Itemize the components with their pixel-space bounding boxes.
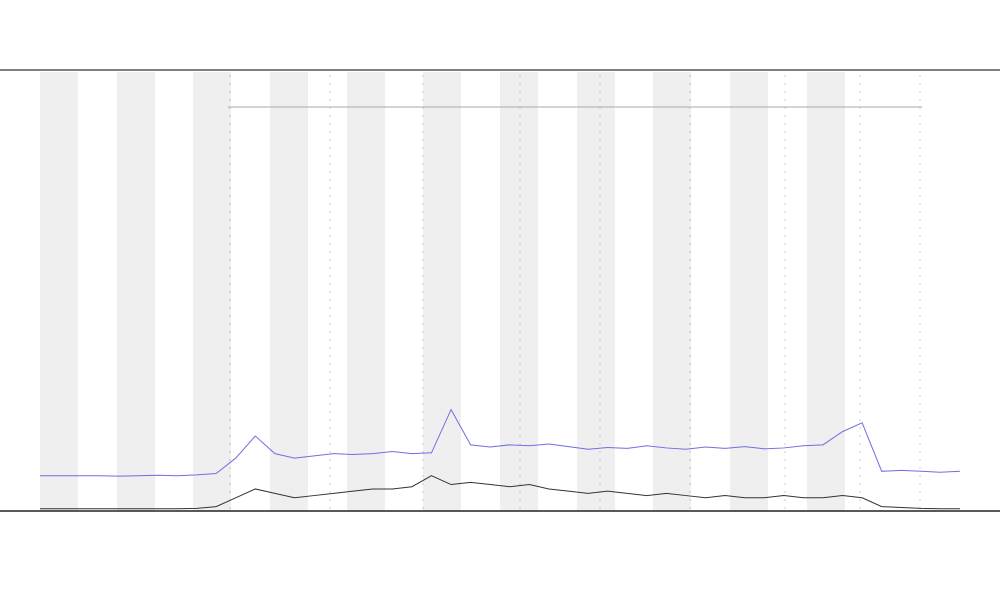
- series-line: [40, 475, 960, 510]
- series-line: [40, 408, 961, 477]
- event-lines: [229, 75, 921, 511]
- background-bands: [40, 72, 845, 511]
